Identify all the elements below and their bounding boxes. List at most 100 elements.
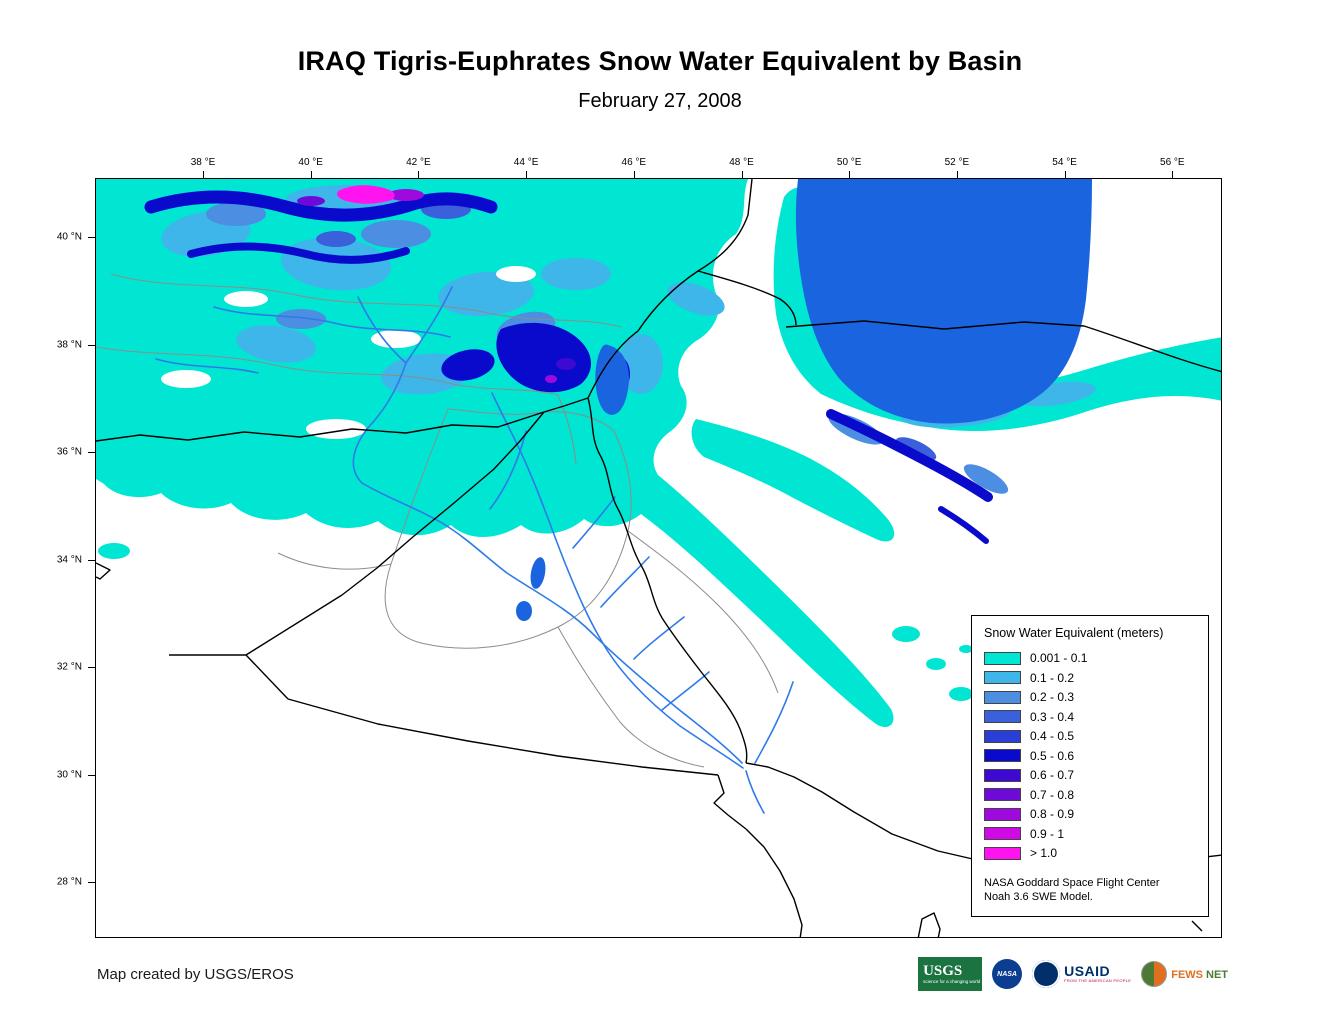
legend-item-label: 0.9 - 1	[1030, 826, 1065, 841]
legend-item-label: 0.3 - 0.4	[1030, 709, 1075, 724]
lon-tick	[633, 171, 635, 178]
legend: Snow Water Equivalent (meters) 0.001 - 0…	[971, 614, 1209, 917]
legend-item-label: > 1.0	[1030, 846, 1058, 861]
usgs-logo-text: USGS	[923, 962, 963, 979]
lat-label: 32 °N	[56, 661, 82, 673]
legend-swatch	[984, 651, 1021, 665]
legend-row: 0.001 - 0.1	[984, 649, 1196, 669]
legend-row: 0.7 - 0.8	[984, 785, 1196, 805]
legend-swatch	[984, 710, 1021, 724]
legend-item-label: 0.5 - 0.6	[1030, 748, 1075, 763]
legend-item-label: 0.8 - 0.9	[1030, 807, 1075, 822]
lon-label: 46 °E	[621, 157, 647, 168]
legend-swatch	[984, 768, 1021, 782]
legend-swatch	[984, 690, 1021, 704]
lon-label: 44 °E	[513, 157, 539, 168]
legend-row: 0.1 - 0.2	[984, 668, 1196, 688]
lat-tick	[88, 774, 95, 776]
legend-swatch	[984, 671, 1021, 685]
lake-van	[441, 349, 495, 381]
map-credit: Map created by USGS/EROS	[97, 966, 294, 983]
legend-row: 0.2 - 0.3	[984, 688, 1196, 708]
logo-strip: USGS science for a changing world NASA U…	[918, 954, 1228, 994]
legend-swatch	[984, 827, 1021, 841]
fewsnet-logo: FEWS NET	[1141, 961, 1228, 987]
fewsnet-logo-text-1: FEWS	[1171, 969, 1203, 981]
legend-source-line2: Noah 3.6 SWE Model.	[984, 891, 1093, 903]
lon-label: 52 °E	[944, 157, 970, 168]
usaid-logo-text: USAID	[1064, 963, 1111, 979]
legend-swatch	[984, 788, 1021, 802]
legend-row: 0.5 - 0.6	[984, 746, 1196, 766]
page-title: IRAQ Tigris-Euphrates Snow Water Equival…	[297, 46, 1023, 76]
snow-cover-extreme	[297, 185, 576, 383]
legend-item-label: 0.4 - 0.5	[1030, 729, 1075, 744]
lat-label: 28 °N	[56, 876, 82, 888]
usgs-logo-tagline: science for a changing world	[923, 978, 981, 984]
lon-tick	[849, 171, 851, 178]
lake-tharthar	[530, 557, 546, 589]
legend-title: Snow Water Equivalent (meters)	[984, 625, 1164, 640]
page-subtitle: February 27, 2008	[578, 90, 742, 112]
lon-label: 48 °E	[729, 157, 754, 168]
nasa-logo: NASA	[992, 959, 1023, 989]
valley-gaps	[161, 266, 536, 439]
legend-item-label: 0.7 - 0.8	[1030, 787, 1075, 802]
usaid-seal-icon	[1032, 960, 1061, 988]
legend-swatch	[984, 846, 1021, 860]
lat-tick	[88, 882, 95, 883]
legend-row: > 1.0	[984, 844, 1196, 864]
lon-label: 56 °E	[1160, 157, 1185, 168]
lat-axis: 40 °N 38 °N 36 °N 34 °N 32 °N 30 °N 28 °N	[39, 178, 95, 938]
map-frame: Snow Water Equivalent (meters) 0.001 - 0…	[95, 178, 1222, 938]
legend-swatch	[984, 729, 1021, 743]
legend-row: 0.6 - 0.7	[984, 766, 1196, 786]
lon-tick	[310, 171, 312, 178]
legend-row: 0.8 - 0.9	[984, 805, 1196, 825]
snow-cover-deep	[144, 190, 993, 544]
lon-tick	[1172, 171, 1174, 178]
lat-label: 38 °N	[56, 339, 82, 350]
nasa-logo-text: NASA	[997, 970, 1017, 978]
lon-label: 38 °E	[190, 157, 216, 168]
lon-label: 40 °E	[298, 157, 323, 168]
lon-tick	[956, 171, 958, 178]
lat-label: 30 °N	[56, 769, 82, 780]
fewsnet-seal-icon	[1141, 961, 1168, 987]
legend-swatch	[984, 807, 1021, 821]
map-container: 38 °E 40 °E 42 °E 44 °E 46 °E 48 °E 50 °E 52 °E…	[57, 157, 1222, 938]
lat-label: 40 °N	[56, 231, 82, 243]
lake-urmia	[595, 344, 630, 415]
legend-items: 0.001 - 0.1 0.1 - 0.2 0.2 - 0.3 0.3 - 0.…	[984, 649, 1196, 864]
usgs-logo: USGS science for a changing world	[918, 957, 983, 991]
lat-tick	[88, 667, 95, 668]
lat-tick	[88, 344, 95, 346]
lon-label: 42 °E	[406, 157, 431, 168]
lon-label: 50 °E	[836, 157, 862, 168]
basin-boundaries	[96, 273, 779, 768]
usaid-logo-tagline: FROM THE AMERICAN PEOPLE	[1064, 978, 1132, 983]
lon-tick	[203, 171, 204, 178]
legend-source-line1: NASA Goddard Space Flight Center	[984, 877, 1160, 889]
lon-tick	[1064, 171, 1066, 178]
lon-axis: 38 °E 40 °E 42 °E 44 °E 46 °E 48 °E 50 °E 52 °E…	[95, 157, 1222, 178]
lon-tick	[526, 171, 528, 178]
lat-label: 36 °N	[56, 446, 82, 458]
lat-tick	[88, 237, 95, 238]
legend-item-label: 0.2 - 0.3	[1030, 690, 1075, 705]
lat-label: 34 °N	[56, 554, 82, 565]
usaid-logo: USAID FROM THE AMERICAN PEOPLE	[1032, 960, 1131, 988]
legend-item-label: 0.1 - 0.2	[1030, 670, 1075, 685]
legend-row: 0.9 - 1	[984, 824, 1196, 844]
lat-tick	[88, 559, 95, 561]
legend-row: 0.4 - 0.5	[984, 727, 1196, 747]
water-bodies	[441, 179, 1092, 621]
header: IRAQ Tigris-Euphrates Snow Water Equival…	[0, 46, 1320, 113]
euphrates-river	[352, 296, 743, 764]
tigris-river	[491, 392, 744, 769]
map-art	[96, 179, 1221, 937]
legend-row: 0.3 - 0.4	[984, 707, 1196, 727]
country-borders	[96, 179, 1221, 937]
lat-tick	[88, 452, 95, 453]
legend-item-label: 0.001 - 0.1	[1030, 651, 1088, 666]
